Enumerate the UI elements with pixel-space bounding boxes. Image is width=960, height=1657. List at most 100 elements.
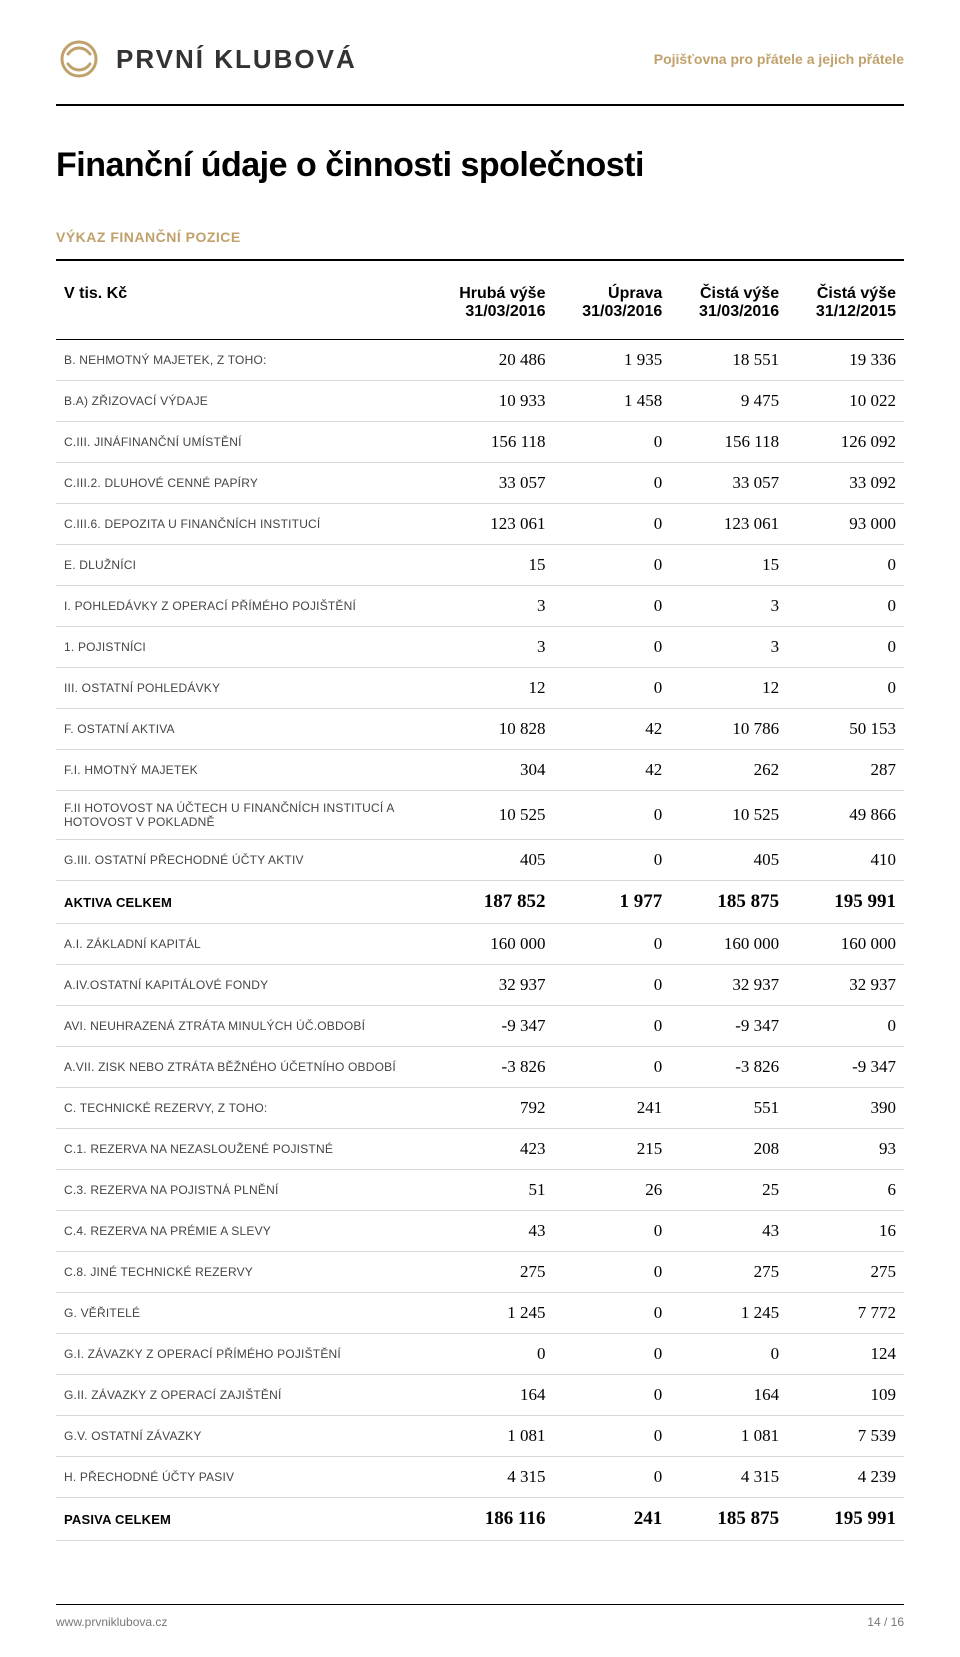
row-value: 49 866 — [787, 791, 904, 840]
row-value: 0 — [553, 463, 670, 504]
row-value: 10 022 — [787, 381, 904, 422]
row-value: 0 — [553, 545, 670, 586]
brand-name: PRVNÍ KLUBOVÁ — [116, 44, 357, 75]
row-value: 33 092 — [787, 463, 904, 504]
row-value: 9 475 — [670, 381, 787, 422]
section-label: VÝKAZ FINANČNÍ POZICE — [56, 229, 904, 245]
row-label: C.III.6. DEPOZITA U FINANČNÍCH INSTITUCÍ — [56, 504, 429, 545]
row-value: 32 937 — [429, 965, 553, 1006]
col-header-3: Čistá výše 31/12/2015 — [787, 279, 904, 340]
row-value: 32 937 — [670, 965, 787, 1006]
row-value: 43 — [670, 1211, 787, 1252]
footer-page-number: 14 / 16 — [867, 1615, 904, 1629]
row-value: 42 — [553, 709, 670, 750]
row-value: 32 937 — [787, 965, 904, 1006]
col-unit: V tis. Kč — [56, 279, 429, 340]
row-value: 3 — [429, 586, 553, 627]
row-value: 1 245 — [429, 1293, 553, 1334]
row-value: 19 336 — [787, 340, 904, 381]
row-value: 405 — [429, 840, 553, 881]
row-value: 0 — [787, 545, 904, 586]
row-value: 0 — [670, 1334, 787, 1375]
row-value: 126 092 — [787, 422, 904, 463]
row-value: 164 — [670, 1375, 787, 1416]
row-value: 241 — [553, 1498, 670, 1541]
row-value: 0 — [553, 422, 670, 463]
row-label: AVI. NEUHRAZENÁ ZTRÁTA MINULÝCH ÚČ.OBDOB… — [56, 1006, 429, 1047]
row-label: III. OSTATNÍ POHLEDÁVKY — [56, 668, 429, 709]
row-value: 10 828 — [429, 709, 553, 750]
col-header-top: Hrubá výše — [459, 285, 545, 302]
row-value: 187 852 — [429, 881, 553, 924]
row-value: -3 826 — [670, 1047, 787, 1088]
row-value: 33 057 — [429, 463, 553, 504]
row-value: 1 081 — [429, 1416, 553, 1457]
row-value: 3 — [429, 627, 553, 668]
row-value: 1 081 — [670, 1416, 787, 1457]
col-header-sub: 31/03/2016 — [561, 303, 662, 321]
row-value: 0 — [553, 627, 670, 668]
row-value: 164 — [429, 1375, 553, 1416]
row-value: 195 991 — [787, 881, 904, 924]
table-row: G.V. OSTATNÍ ZÁVAZKY1 08101 0817 539 — [56, 1416, 904, 1457]
row-label: G.III. OSTATNÍ PŘECHODNÉ ÚČTY AKTIV — [56, 840, 429, 881]
col-header-sub: 31/12/2015 — [795, 303, 896, 321]
row-value: 3 — [670, 627, 787, 668]
row-value: -3 826 — [429, 1047, 553, 1088]
row-label: A.VII. ZISK NEBO ZTRÁTA BĚŽNÉHO ÚČETNÍHO… — [56, 1047, 429, 1088]
row-label: F.I. HMOTNÝ MAJETEK — [56, 750, 429, 791]
row-value: 551 — [670, 1088, 787, 1129]
row-value: -9 347 — [429, 1006, 553, 1047]
table-row: B.A) ZŘIZOVACÍ VÝDAJE10 9331 4589 47510 … — [56, 381, 904, 422]
row-value: 3 — [670, 586, 787, 627]
table-row: C.III.6. DEPOZITA U FINANČNÍCH INSTITUCÍ… — [56, 504, 904, 545]
table-row: C.III.2. DLUHOVÉ CENNÉ PAPÍRY33 057033 0… — [56, 463, 904, 504]
row-label: G.V. OSTATNÍ ZÁVAZKY — [56, 1416, 429, 1457]
col-header-0: Hrubá výše 31/03/2016 — [429, 279, 553, 340]
row-value: -9 347 — [670, 1006, 787, 1047]
col-header-sub: 31/03/2016 — [678, 303, 779, 321]
table-row: PASIVA CELKEM186 116241185 875195 991 — [56, 1498, 904, 1541]
row-value: 160 000 — [670, 924, 787, 965]
row-label: C.3. REZERVA NA POJISTNÁ PLNĚNÍ — [56, 1170, 429, 1211]
row-value: 0 — [553, 586, 670, 627]
row-value: 18 551 — [670, 340, 787, 381]
col-header-top: Čistá výše — [700, 285, 779, 302]
row-value: 0 — [787, 668, 904, 709]
table-row: A.VII. ZISK NEBO ZTRÁTA BĚŽNÉHO ÚČETNÍHO… — [56, 1047, 904, 1088]
table-row: I. POHLEDÁVKY Z OPERACÍ PŘÍMÉHO POJIŠTĚN… — [56, 586, 904, 627]
row-label: B. NEHMOTNÝ MAJETEK, Z TOHO: — [56, 340, 429, 381]
row-label: G.II. ZÁVAZKY Z OPERACÍ ZAJIŠTĚNÍ — [56, 1375, 429, 1416]
row-value: 275 — [787, 1252, 904, 1293]
row-value: 6 — [787, 1170, 904, 1211]
col-header-top: Úprava — [608, 285, 662, 302]
row-label: C.1. REZERVA NA NEZASLOUŽENÉ POJISTNÉ — [56, 1129, 429, 1170]
row-value: 124 — [787, 1334, 904, 1375]
table-row: B. NEHMOTNÝ MAJETEK, Z TOHO:20 4861 9351… — [56, 340, 904, 381]
row-label: PASIVA CELKEM — [56, 1498, 429, 1541]
row-value: 241 — [553, 1088, 670, 1129]
row-value: 0 — [553, 791, 670, 840]
table-row: AVI. NEUHRAZENÁ ZTRÁTA MINULÝCH ÚČ.OBDOB… — [56, 1006, 904, 1047]
row-value: 43 — [429, 1211, 553, 1252]
row-value: 93 000 — [787, 504, 904, 545]
row-value: 1 458 — [553, 381, 670, 422]
row-value: 4 315 — [429, 1457, 553, 1498]
row-label: E. DLUŽNÍCI — [56, 545, 429, 586]
row-value: 0 — [787, 627, 904, 668]
table-row: III. OSTATNÍ POHLEDÁVKY120120 — [56, 668, 904, 709]
row-value: 4 315 — [670, 1457, 787, 1498]
row-value: 0 — [553, 1457, 670, 1498]
table-body: B. NEHMOTNÝ MAJETEK, Z TOHO:20 4861 9351… — [56, 340, 904, 1541]
row-value: 195 991 — [787, 1498, 904, 1541]
row-label: I. POHLEDÁVKY Z OPERACÍ PŘÍMÉHO POJIŠTĚN… — [56, 586, 429, 627]
row-label: AKTIVA CELKEM — [56, 881, 429, 924]
col-header-sub: 31/03/2016 — [437, 303, 545, 321]
row-label: 1. POJISTNÍCI — [56, 627, 429, 668]
row-value: 0 — [553, 1006, 670, 1047]
row-value: 10 525 — [670, 791, 787, 840]
row-value: 160 000 — [787, 924, 904, 965]
row-value: 1 935 — [553, 340, 670, 381]
table-row: G.II. ZÁVAZKY Z OPERACÍ ZAJIŠTĚNÍ1640164… — [56, 1375, 904, 1416]
row-label: A.IV.OSTATNÍ KAPITÁLOVÉ FONDY — [56, 965, 429, 1006]
